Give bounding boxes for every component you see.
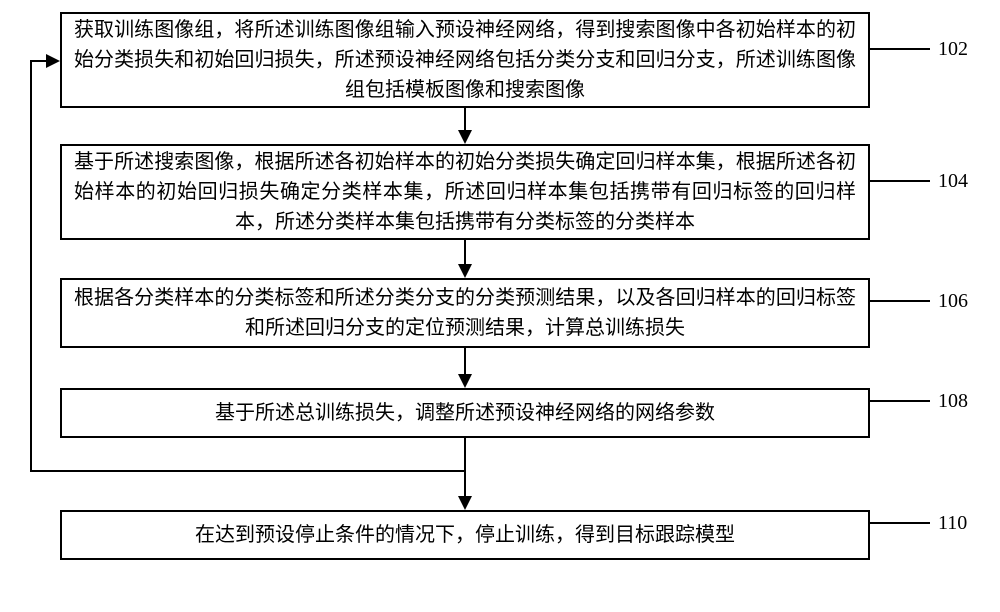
step-text-106: 根据各分类样本的分类标签和所述分类分支的分类预测结果，以及各回归样本的回归标签和… [74,283,856,343]
feedback-h-bottom [30,470,466,472]
label-106: 106 [938,290,968,313]
arrow-line-4 [464,438,466,498]
arrow-line-1 [464,108,466,132]
step-box-104: 基于所述搜索图像，根据所述各初始样本的初始分类损失确定回归样本集，根据所述各初始… [60,144,870,240]
arrow-head-4 [458,496,472,510]
label-108: 108 [938,390,968,413]
step-text-104: 基于所述搜索图像，根据所述各初始样本的初始分类损失确定回归样本集，根据所述各初始… [74,147,856,237]
step-box-110: 在达到预设停止条件的情况下，停止训练，得到目标跟踪模型 [60,510,870,560]
leader-108 [870,400,930,402]
step-box-102: 获取训练图像组，将所述训练图像组输入预设神经网络，得到搜索图像中各初始样本的初始… [60,12,870,108]
arrow-head-1 [458,130,472,144]
feedback-v-left [30,60,32,472]
step-text-102: 获取训练图像组，将所述训练图像组输入预设神经网络，得到搜索图像中各初始样本的初始… [74,15,856,105]
leader-106 [870,300,930,302]
label-102: 102 [938,38,968,61]
feedback-arrow-head [46,54,60,68]
step-text-110: 在达到预设停止条件的情况下，停止训练，得到目标跟踪模型 [195,520,735,550]
leader-104 [870,180,930,182]
step-box-108: 基于所述总训练损失，调整所述预设神经网络的网络参数 [60,388,870,438]
flowchart-canvas: 获取训练图像组，将所述训练图像组输入预设神经网络，得到搜索图像中各初始样本的初始… [0,0,1000,612]
arrow-line-3 [464,348,466,376]
arrow-line-2 [464,240,466,266]
label-104: 104 [938,170,968,193]
leader-110 [870,522,930,524]
step-box-106: 根据各分类样本的分类标签和所述分类分支的分类预测结果，以及各回归样本的回归标签和… [60,278,870,348]
arrow-head-2 [458,264,472,278]
leader-102 [870,48,930,50]
label-110: 110 [938,512,967,535]
arrow-head-3 [458,374,472,388]
step-text-108: 基于所述总训练损失，调整所述预设神经网络的网络参数 [215,398,715,428]
